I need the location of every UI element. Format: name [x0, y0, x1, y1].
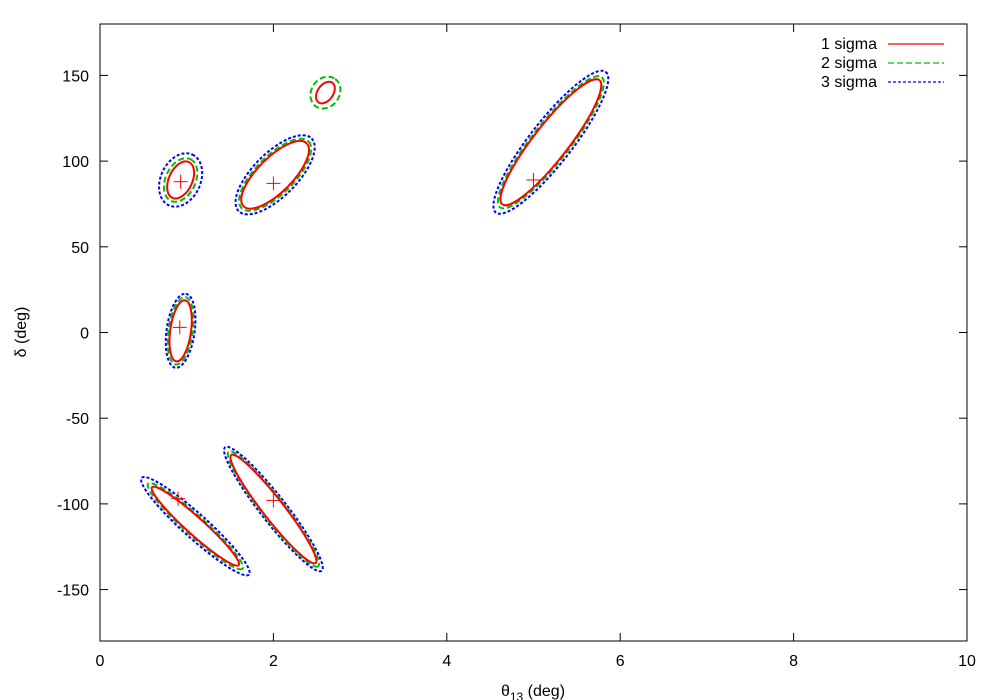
x-axis-label: θ13 (deg) [501, 683, 565, 700]
contour-3-sigma [492, 69, 610, 215]
legend: 1 sigma 2 sigma 3 sigma [821, 36, 944, 91]
x-axis-label-main: θ [501, 683, 510, 700]
contour-3-sigma [234, 134, 316, 216]
contour-3-sigma [140, 475, 251, 577]
contour-3-sigma [164, 292, 197, 369]
contour-3-sigma [223, 445, 324, 573]
contour-2-sigma [226, 450, 321, 568]
y-tick-label: -50 [66, 411, 89, 428]
contour-1-sigma [166, 160, 196, 200]
x-tick-label: 2 [269, 653, 278, 670]
contour-2-sigma [238, 137, 313, 212]
contour-1-sigma [150, 485, 241, 567]
x-axis-label-subscript: 13 [510, 690, 524, 700]
contour-2-sigma [496, 75, 605, 210]
contour-3-sigma [158, 152, 204, 208]
x-tick-label: 8 [789, 653, 798, 670]
legend-label: 2 sigma [821, 55, 877, 72]
best-fit-marker [172, 320, 187, 335]
best-fit-marker [173, 174, 188, 189]
x-tick-label: 10 [958, 653, 976, 670]
y-tick-label: 150 [62, 68, 89, 85]
y-tick-label: 100 [62, 154, 89, 171]
contour-1-sigma [315, 80, 336, 105]
contour-1-sigma [499, 78, 603, 207]
contour-regions [140, 69, 610, 577]
x-axis-label-unit: (deg) [523, 683, 565, 700]
contour-2-sigma [146, 482, 245, 571]
y-tick-label: -100 [57, 497, 89, 514]
y-tick-label: -150 [57, 583, 89, 600]
x-tick-label: 4 [442, 653, 451, 670]
legend-label: 1 sigma [821, 36, 877, 53]
x-tick-label: 6 [616, 653, 625, 670]
best-fit-marker [526, 172, 541, 187]
legend-label: 3 sigma [821, 74, 877, 91]
x-tick-label: 0 [96, 653, 105, 670]
y-tick-label: 0 [80, 326, 89, 343]
best-fit-marker [266, 176, 281, 191]
best-fit-markers [171, 172, 541, 508]
contour-1-sigma [240, 140, 310, 210]
axis-ticks: 0 2 4 6 8 10 -150 -100 -50 0 50 100 150 [57, 24, 976, 670]
contour-2-sigma [162, 157, 199, 203]
y-axis-label: δ (deg) [13, 307, 30, 358]
best-fit-marker [171, 491, 186, 506]
contour-2-sigma [166, 296, 195, 366]
contour-2-sigma [309, 75, 342, 110]
contour-1-sigma [168, 299, 193, 363]
best-fit-marker [266, 493, 281, 508]
y-tick-label: 50 [71, 240, 89, 257]
contour-1-sigma [229, 453, 318, 565]
